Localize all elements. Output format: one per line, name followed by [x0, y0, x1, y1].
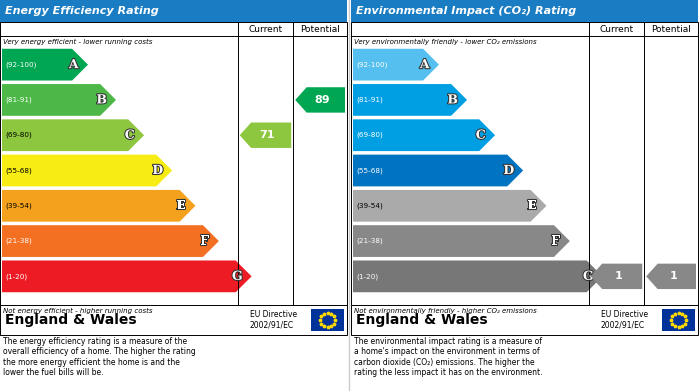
- Text: (21-38): (21-38): [356, 238, 383, 244]
- Text: G: G: [583, 270, 594, 283]
- Text: E: E: [176, 199, 186, 212]
- Text: The energy efficiency rating is a measure of the
overall efficiency of a home. T: The energy efficiency rating is a measur…: [3, 337, 196, 377]
- Bar: [0, 305, 347, 335]
- Text: Very environmentally friendly - lower CO₂ emissions: Very environmentally friendly - lower CO…: [354, 38, 537, 45]
- Text: EU Directive
2002/91/EC: EU Directive 2002/91/EC: [250, 310, 297, 330]
- Text: D: D: [503, 164, 514, 177]
- Text: The environmental impact rating is a measure of
a home's impact on the environme: The environmental impact rating is a mea…: [354, 337, 542, 377]
- Polygon shape: [239, 122, 291, 148]
- Text: (92-100): (92-100): [5, 61, 36, 68]
- Polygon shape: [2, 190, 195, 222]
- Text: F: F: [200, 235, 209, 248]
- Text: (55-68): (55-68): [356, 167, 383, 174]
- Text: England & Wales: England & Wales: [5, 313, 136, 327]
- Polygon shape: [353, 84, 467, 116]
- Polygon shape: [353, 190, 547, 222]
- Bar: [351, 22, 698, 305]
- Bar: [0, 22, 347, 305]
- Text: 1: 1: [615, 271, 622, 282]
- Text: (55-68): (55-68): [5, 167, 32, 174]
- Polygon shape: [295, 87, 345, 113]
- Text: (21-38): (21-38): [5, 238, 32, 244]
- Text: C: C: [476, 129, 486, 142]
- Polygon shape: [591, 264, 642, 289]
- Text: Potential: Potential: [651, 25, 691, 34]
- Text: A: A: [420, 58, 430, 71]
- Text: C: C: [125, 129, 135, 142]
- Polygon shape: [353, 119, 495, 151]
- Text: Current: Current: [248, 25, 283, 34]
- Text: EU Directive
2002/91/EC: EU Directive 2002/91/EC: [601, 310, 648, 330]
- Polygon shape: [2, 154, 172, 187]
- Text: Potential: Potential: [300, 25, 340, 34]
- Text: (39-54): (39-54): [356, 203, 383, 209]
- Text: (69-80): (69-80): [356, 132, 383, 138]
- Text: D: D: [153, 164, 163, 177]
- Text: Not environmentally friendly - higher CO₂ emissions: Not environmentally friendly - higher CO…: [354, 307, 537, 314]
- Text: A: A: [69, 58, 78, 71]
- Text: (1-20): (1-20): [5, 273, 27, 280]
- Text: Energy Efficiency Rating: Energy Efficiency Rating: [5, 6, 159, 16]
- Text: G: G: [232, 270, 243, 283]
- Bar: [351, 305, 698, 335]
- Polygon shape: [2, 49, 88, 81]
- Text: (81-91): (81-91): [5, 97, 32, 103]
- Text: Very energy efficient - lower running costs: Very energy efficient - lower running co…: [3, 38, 153, 45]
- Text: 1: 1: [669, 271, 677, 282]
- Text: (39-54): (39-54): [5, 203, 32, 209]
- Text: 89: 89: [314, 95, 330, 105]
- Text: F: F: [551, 235, 560, 248]
- Text: (69-80): (69-80): [5, 132, 32, 138]
- Polygon shape: [353, 225, 570, 257]
- Text: 71: 71: [260, 130, 275, 140]
- Bar: [0, 0, 347, 22]
- Polygon shape: [2, 84, 116, 116]
- Text: Not energy efficient - higher running costs: Not energy efficient - higher running co…: [3, 307, 153, 314]
- Polygon shape: [2, 119, 144, 151]
- Bar: [662, 309, 695, 331]
- Polygon shape: [2, 225, 219, 257]
- Text: B: B: [97, 93, 107, 106]
- Bar: [351, 0, 698, 22]
- Text: England & Wales: England & Wales: [356, 313, 488, 327]
- Text: Current: Current: [599, 25, 634, 34]
- Polygon shape: [2, 260, 251, 292]
- Polygon shape: [646, 264, 696, 289]
- Polygon shape: [353, 49, 439, 81]
- Text: B: B: [447, 93, 458, 106]
- Text: (1-20): (1-20): [356, 273, 378, 280]
- Text: Environmental Impact (CO₂) Rating: Environmental Impact (CO₂) Rating: [356, 6, 576, 16]
- Text: (92-100): (92-100): [356, 61, 387, 68]
- Text: E: E: [527, 199, 537, 212]
- Text: (81-91): (81-91): [356, 97, 383, 103]
- Polygon shape: [353, 154, 523, 187]
- Polygon shape: [353, 260, 603, 292]
- Bar: [311, 309, 344, 331]
